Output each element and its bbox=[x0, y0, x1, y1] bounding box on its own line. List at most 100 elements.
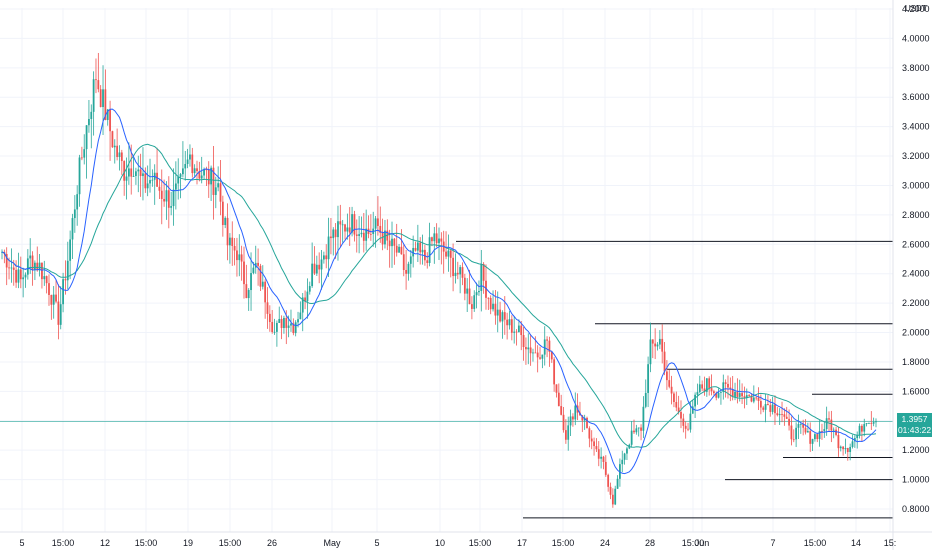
candle-body bbox=[597, 449, 600, 459]
x-tick-label: 15:00 bbox=[682, 538, 705, 548]
candle-body bbox=[275, 322, 278, 332]
candle-body bbox=[515, 331, 518, 333]
candle-body bbox=[355, 234, 358, 236]
candle-body bbox=[339, 221, 342, 225]
candle-body bbox=[492, 303, 494, 310]
candle-body bbox=[299, 312, 302, 320]
candle-body bbox=[776, 413, 779, 416]
candle-body bbox=[228, 237, 231, 246]
candle-body bbox=[752, 397, 755, 402]
candle-body bbox=[123, 161, 126, 181]
y-tick-label: 2.6000 bbox=[902, 239, 930, 249]
candle-body bbox=[604, 461, 607, 475]
candle-body bbox=[480, 263, 483, 291]
y-tick-label: 2.4000 bbox=[902, 269, 930, 279]
candle-body bbox=[642, 406, 645, 431]
candle-body bbox=[73, 209, 76, 219]
price-axis[interactable]: 4.2000 4.0000 3.8000 3.6000 3.4000 3.2000 3.00… bbox=[892, 0, 930, 550]
candle-body bbox=[268, 313, 271, 322]
candle-body bbox=[630, 430, 633, 445]
candle-body bbox=[494, 303, 497, 316]
candle-body bbox=[572, 416, 574, 420]
candle-body bbox=[503, 312, 506, 320]
candle-body bbox=[5, 253, 8, 268]
candle-body bbox=[461, 267, 464, 278]
candle-body bbox=[705, 378, 708, 392]
candle-body bbox=[546, 339, 548, 341]
candle-body bbox=[31, 255, 34, 271]
candle-body bbox=[362, 232, 365, 241]
candle-body bbox=[745, 395, 748, 398]
candle-body bbox=[76, 194, 79, 210]
candle-body bbox=[231, 237, 234, 246]
candle-body bbox=[720, 392, 722, 393]
candle-body bbox=[69, 239, 72, 261]
candle-body bbox=[710, 388, 713, 392]
x-tick-label: 5 bbox=[19, 538, 24, 548]
candle-body bbox=[156, 172, 158, 187]
candle-body bbox=[621, 459, 624, 465]
x-tick-label: 17 bbox=[517, 538, 527, 548]
candle-body bbox=[59, 304, 62, 325]
candle-body bbox=[550, 351, 553, 360]
candle-body bbox=[139, 169, 142, 177]
candles bbox=[1, 52, 877, 508]
candle-body bbox=[278, 318, 281, 323]
candle-body bbox=[26, 258, 29, 275]
candle-body bbox=[374, 218, 377, 229]
candle-body bbox=[687, 428, 689, 430]
candle-body bbox=[668, 380, 671, 387]
x-tick-label: 14 bbox=[851, 538, 861, 548]
candle-body bbox=[748, 395, 751, 396]
candle-body bbox=[341, 224, 344, 226]
candle-body bbox=[337, 221, 339, 238]
y-tick-label: 1.6000 bbox=[902, 386, 930, 396]
candle-body bbox=[727, 383, 729, 388]
time-axis[interactable]: 5 15:00 12 15:00 19 15:00 26 May 5 10 15:00 17 15:00… bbox=[0, 531, 932, 548]
candle-body bbox=[839, 446, 842, 449]
candle-body bbox=[769, 405, 772, 412]
candle-body bbox=[50, 294, 53, 305]
candle-body bbox=[569, 416, 572, 426]
candle-body bbox=[308, 286, 311, 292]
candle-body bbox=[508, 319, 511, 326]
candle-body bbox=[729, 387, 732, 390]
candle-body bbox=[219, 183, 222, 202]
candle-body bbox=[734, 391, 736, 397]
candle-body bbox=[353, 214, 356, 235]
candle-body bbox=[757, 397, 760, 402]
last-price-value: 1.3957 bbox=[901, 414, 928, 424]
candle-body bbox=[651, 339, 654, 344]
candle-body bbox=[470, 304, 473, 309]
candle-body bbox=[778, 414, 781, 416]
candle-body bbox=[557, 392, 560, 407]
candle-body bbox=[412, 247, 415, 257]
candle-body bbox=[529, 347, 532, 354]
candle-body bbox=[438, 238, 440, 244]
candle-body bbox=[475, 292, 478, 296]
candle-body bbox=[635, 428, 638, 433]
candle-body bbox=[398, 246, 400, 253]
candle-body bbox=[200, 175, 203, 179]
candle-body bbox=[19, 269, 22, 280]
candle-body bbox=[172, 189, 175, 207]
candle-body bbox=[104, 89, 107, 121]
candle-body bbox=[510, 319, 513, 333]
candle-body bbox=[640, 427, 642, 431]
candle-body bbox=[163, 198, 166, 202]
candle-body bbox=[797, 424, 800, 428]
candle-body bbox=[851, 441, 854, 447]
candle-body bbox=[771, 404, 774, 412]
candle-body bbox=[661, 338, 664, 352]
candle-body bbox=[287, 325, 290, 328]
candle-body bbox=[609, 486, 612, 495]
candle-body bbox=[792, 439, 795, 441]
candle-body bbox=[62, 279, 64, 305]
y-tick-label: 3.4000 bbox=[902, 122, 930, 132]
candle-body bbox=[217, 183, 220, 188]
candle-body bbox=[553, 359, 556, 385]
candle-body bbox=[280, 318, 283, 328]
candle-body bbox=[849, 446, 852, 453]
candle-body bbox=[149, 180, 151, 184]
